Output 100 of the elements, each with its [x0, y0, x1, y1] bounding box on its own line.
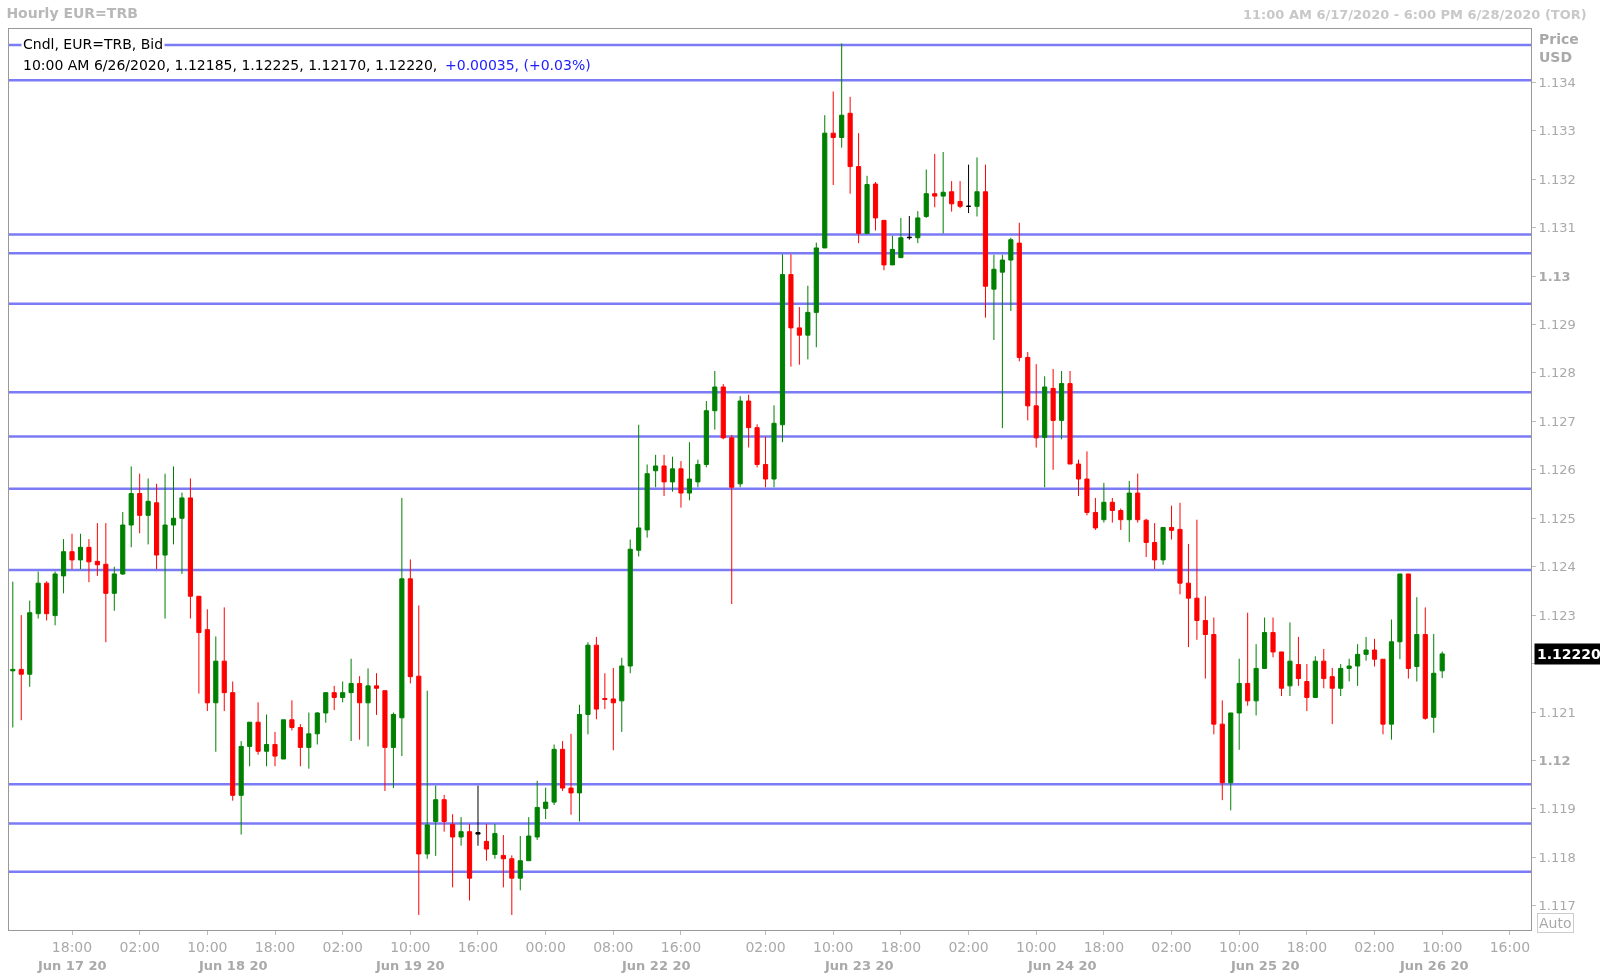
candlestick	[1253, 643, 1259, 716]
candlestick	[27, 600, 33, 688]
annotation: +0.00035, (+0.03%)	[445, 57, 591, 73]
candlestick	[77, 533, 84, 570]
candlestick	[1092, 497, 1098, 531]
candlestick	[1050, 368, 1056, 471]
candlestick	[1338, 663, 1344, 697]
x-tick-label: 18:00	[254, 938, 296, 955]
candlestick	[636, 424, 642, 558]
candlestick	[940, 151, 946, 234]
candlestick	[137, 473, 143, 534]
candlestick	[1126, 480, 1132, 543]
y-tick-label: 1.129	[1538, 317, 1576, 333]
candlestick	[551, 743, 557, 806]
candlestick	[619, 657, 625, 733]
candlestick	[1025, 351, 1031, 421]
candlestick	[872, 181, 879, 232]
candlestick	[830, 90, 836, 186]
candlestick	[306, 712, 312, 770]
candlestick	[255, 701, 261, 756]
candlestick	[813, 242, 819, 348]
candlestick	[424, 690, 430, 860]
x-tick-label: 10:00	[1422, 938, 1463, 955]
candlestick	[500, 834, 506, 888]
candlestick	[314, 711, 320, 745]
x-tick-label: 00:00	[525, 938, 566, 955]
x-tick-label: 10:00	[187, 938, 228, 955]
x-tick-label: 18:00	[1083, 938, 1125, 955]
text: Auto	[1539, 915, 1572, 931]
candlestick	[111, 566, 117, 612]
candlestick	[1084, 450, 1090, 516]
candlestick	[762, 436, 769, 488]
candlestick	[974, 156, 980, 217]
x-tick-label: 02:00	[1354, 938, 1395, 955]
y-tick-label: 1.13	[1538, 268, 1571, 284]
candlestick	[1380, 658, 1386, 735]
candlestick	[1236, 658, 1242, 751]
candlestick	[1371, 638, 1378, 667]
x-tick-label: 10:00	[1016, 938, 1057, 955]
candlestick	[822, 114, 828, 249]
candlestick	[492, 823, 498, 860]
candlestick	[399, 497, 405, 757]
candlestick	[357, 675, 363, 741]
candlestick	[196, 595, 202, 695]
candlestick	[475, 785, 481, 847]
candlestick	[1321, 648, 1327, 689]
candlestick	[263, 713, 270, 767]
candlestick	[839, 43, 845, 149]
candlestick	[1219, 699, 1225, 801]
candlestick	[991, 254, 997, 341]
candlestick	[1016, 222, 1022, 362]
candlestick	[509, 854, 515, 916]
candlestick	[1278, 651, 1285, 697]
candlestick	[1295, 636, 1301, 687]
y-tick-label: 1.119	[1538, 801, 1576, 817]
candlestick	[568, 733, 574, 816]
candlestick	[610, 667, 616, 751]
candlestick	[340, 681, 346, 703]
candlestick	[128, 465, 134, 548]
candlestick	[1329, 667, 1335, 725]
candlestick	[1185, 543, 1192, 648]
candlestick	[103, 522, 109, 643]
candlestick	[1202, 595, 1208, 680]
candlestick	[856, 132, 862, 244]
y-tick-label: 1.123	[1538, 607, 1576, 623]
annotation: 10:00 AM 6/26/2020, 1.12185, 1.12225, 1.12170, 1.12220,	[23, 57, 438, 73]
candlestick	[170, 465, 177, 545]
candlestick	[602, 672, 608, 710]
text: Jun 22 20	[621, 958, 691, 973]
candlestick	[982, 164, 989, 319]
candlestick	[754, 423, 760, 468]
candlestick	[1194, 519, 1200, 641]
candlestick	[627, 539, 633, 674]
candlestick	[1431, 633, 1437, 734]
candlestick	[788, 253, 794, 368]
candlestick	[179, 492, 185, 575]
candlestick	[915, 210, 921, 244]
text: Jun 23 20	[824, 958, 894, 973]
candlestick	[678, 460, 684, 509]
x-tick-label: 10:00	[813, 938, 854, 955]
x-tick-label: 18:00	[880, 938, 922, 955]
candlestick	[1312, 655, 1318, 698]
candlestick	[94, 522, 100, 577]
candlestick	[187, 478, 193, 620]
candlestick	[289, 699, 295, 731]
candlestick	[120, 511, 126, 576]
candlestick	[1101, 482, 1107, 524]
candlestick	[847, 96, 853, 195]
candlestick	[560, 740, 566, 792]
text: Jun 25 20	[1230, 958, 1300, 973]
candlestick	[534, 780, 540, 841]
candlestick	[1042, 375, 1048, 488]
candlestick	[593, 636, 599, 720]
candlestick	[661, 454, 667, 497]
y-tick-label: 1.12	[1538, 753, 1571, 769]
text: Jun 17 20	[37, 958, 107, 973]
candlestick	[162, 473, 168, 620]
y-tick-label: 1.126	[1538, 462, 1576, 478]
candlestick	[323, 692, 329, 724]
candlestick	[365, 667, 371, 747]
